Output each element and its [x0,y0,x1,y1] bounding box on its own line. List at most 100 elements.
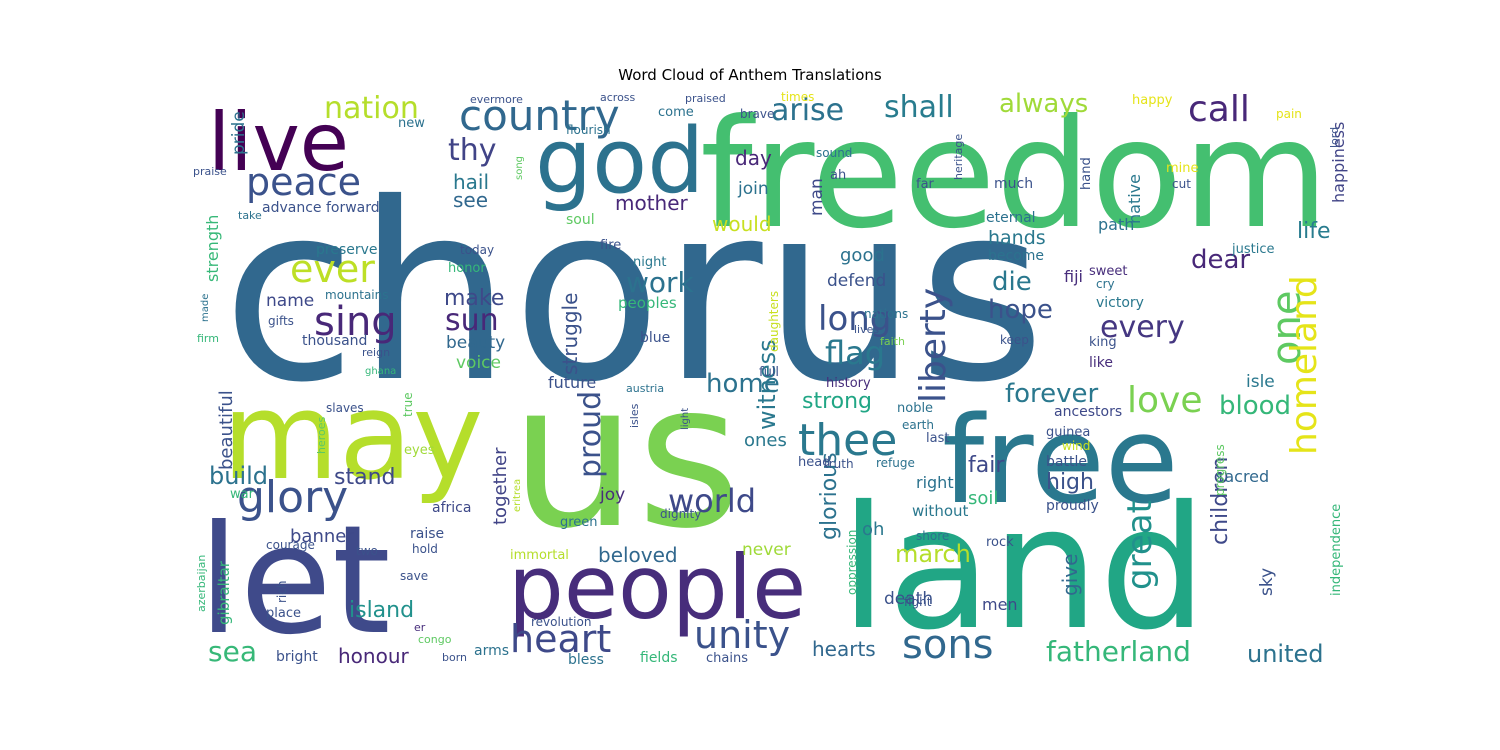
word-nation: nation [324,91,419,126]
word-never: never [742,540,791,560]
word-today: today [460,243,494,257]
word-fire: fire [600,238,621,253]
word-daughters: daughters [767,291,781,352]
word-love: love [1127,380,1202,421]
word-noble: noble [897,401,933,416]
word-bright: bright [276,649,318,665]
word-day: day [735,146,772,170]
word-sun: sun [445,303,499,338]
word-ever: ever [290,247,375,291]
word-great: great [1120,500,1160,590]
word-thousand: thousand [302,333,367,349]
word-liberty: liberty [913,288,954,403]
word-evermore: evermore [470,93,523,106]
word-see: see [453,188,488,212]
word-hand: hand [1079,157,1094,190]
word-chorus: chorus [222,151,1046,436]
word-glory: glory [237,472,348,523]
word-blue: blue [640,330,670,346]
word-would: would [712,212,772,236]
word-rich: rich [275,581,289,603]
word-home: home [706,369,780,399]
word-much: much [994,176,1033,192]
word-revolution: revolution [531,615,591,629]
word-isle: isle [1246,372,1275,392]
word-congo: congo [418,633,452,646]
word-men: men [982,595,1018,614]
word-homeland: homeland [1284,275,1325,455]
word-die: die [992,267,1032,297]
word-land: land [840,470,1207,668]
word-king: king [1089,335,1117,350]
word-thy: thy [448,133,497,168]
word-far: far [916,177,935,192]
word-advance-forward: advance forward [262,200,380,216]
word-glorious: glorious [817,452,842,540]
word-hold: hold [412,542,438,556]
word-forever: forever [1005,379,1099,409]
word-austria: austria [626,382,664,395]
word-arms: arms [474,643,509,659]
word-ghana: ghana [365,366,396,377]
word-native: native [1125,174,1144,224]
word-struggle: struggle [558,293,582,375]
word-rock: rock [986,535,1014,550]
word-truth: truth [824,457,854,471]
word-hail: hail [453,170,489,194]
word-refuge: refuge [876,456,915,470]
word-fatherland: fatherland [1046,635,1191,668]
word-wind: wind [1062,439,1090,453]
word-mine: mine [1166,161,1199,176]
word-progress: progress [1213,444,1227,496]
word-united: united [1247,640,1324,668]
word-times: times [781,90,814,104]
word-true: true [401,392,415,417]
word-pain: pain [1276,107,1302,121]
word-song: song [514,156,525,180]
word-heart: heart [510,617,611,661]
word-unity: unity [694,613,790,657]
word-immortal: immortal [510,548,569,563]
word-path: path [1098,215,1134,234]
word-two: two [356,544,378,558]
word-night: night [633,255,666,270]
word-azerbaijan: azerbaijan [195,555,208,612]
word-praise: praise [193,165,227,178]
word-give: give [1058,554,1082,596]
word-heroes: heroes [315,416,328,454]
word-people: people [508,536,806,639]
word-high: high [1046,470,1094,495]
word-lives: lives [854,323,879,336]
word-come: come [658,105,694,120]
word-sweet: sweet [1089,264,1128,279]
word-freedom: freedom [700,88,1329,262]
word-shore: shore [916,529,949,543]
word-oppression: oppression [845,530,859,595]
word-flag: flag [825,334,885,372]
word-happy: happy [1132,93,1173,108]
word-mother: mother [615,191,689,215]
word-hearts: hearts [812,637,876,661]
word-name: name [266,291,314,311]
word-slaves: slaves [326,401,364,415]
word-oh: oh [862,519,884,540]
word-cut: cut [1172,177,1191,191]
word-hope: hope [988,295,1053,325]
word-reign: reign [362,346,390,359]
word-strong: strong [802,389,872,414]
word-build: build [209,462,268,490]
word-live: live [208,96,349,189]
word-like: like [1089,355,1113,371]
word-new: new [398,116,425,131]
word-faith: faith [880,335,905,348]
word-victory: victory [1096,295,1144,311]
word-flourish: flourish [566,123,611,137]
word-strength: strength [203,215,222,282]
word-last: last [926,431,949,446]
word-soul: soul [566,212,595,228]
word-peoples: peoples [618,294,677,312]
word-beauty: beauty [446,333,505,353]
word-honour: honour [338,644,410,668]
word-happiness: happiness [1329,122,1348,203]
word-dignity: dignity [660,507,701,521]
